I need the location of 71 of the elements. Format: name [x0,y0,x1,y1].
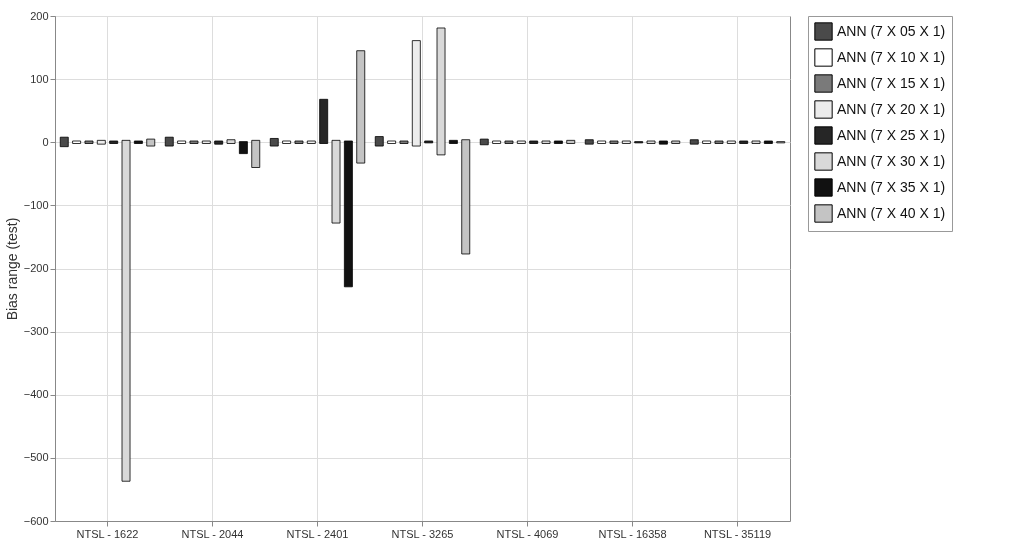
x-tick-label: NTSL - 3265 [391,527,454,540]
bar [238,141,248,155]
bar [189,140,199,144]
bar [109,140,119,144]
bar [702,140,712,144]
bar [146,138,156,147]
bar [374,136,384,147]
y-tick-label: −200 [23,262,49,274]
x-tick-label: NTSL - 1622 [76,527,139,540]
y-tick-label: 200 [30,9,49,22]
bar [621,140,631,144]
bar [387,140,397,144]
bar [294,140,304,144]
x-tick-label: NTSL - 35119 [703,527,772,540]
bar [319,98,329,144]
legend-label: ANN (7 X 20 X 1) [837,100,946,117]
bar [671,140,681,144]
y-axis-title: Bias range (test) [3,217,20,321]
y-tick-label: −600 [23,514,49,527]
y-tick-label: −100 [23,198,49,211]
bar [658,140,668,145]
bar [566,139,576,144]
legend-label: ANN (7 X 25 X 1) [837,126,946,143]
bar [343,140,353,288]
bar [516,140,526,144]
bar [72,140,82,144]
bar [529,140,539,144]
y-tick-label: −300 [23,325,49,338]
bar [584,139,594,145]
y-tick-label: −500 [23,451,49,464]
legend-label: ANN (7 X 40 X 1) [837,204,946,221]
bar [504,140,514,144]
bar [356,50,366,164]
bar [411,40,421,147]
bar [164,136,174,147]
x-tick-label: NTSL - 4069 [496,527,559,540]
bar [133,140,143,144]
bar [597,140,607,144]
bar [492,140,502,144]
legend-label: ANN (7 X 30 X 1) [837,152,946,169]
bar [214,140,224,145]
bar [306,140,316,144]
bar [714,140,724,144]
bar [763,140,773,144]
bar [739,140,749,144]
bar [689,139,699,145]
bar [553,140,563,144]
bar [59,136,69,148]
x-tick-label: NTSL - 16358 [598,527,667,540]
bar [177,140,187,144]
bar [609,140,619,144]
x-tick-label: NTSL - 2044 [181,527,244,540]
y-tick-label: 100 [30,72,49,85]
legend-label: ANN (7 X 15 X 1) [837,74,946,91]
x-tick-label: NTSL - 2401 [286,527,349,540]
bar [251,139,261,168]
bar [726,140,736,144]
legend-label: ANN (7 X 05 X 1) [837,22,946,39]
y-tick-label: −400 [23,388,49,401]
bar [448,139,458,144]
bar [269,138,279,147]
legend-label: ANN (7 X 35 X 1) [837,178,946,195]
bar [84,140,94,144]
y-tick-label: 0 [42,135,49,148]
bar [461,139,471,255]
bar [96,139,106,145]
bar [201,140,211,144]
legend-label: ANN (7 X 10 X 1) [837,48,946,65]
bar [282,140,292,144]
bar [479,138,489,146]
bar [399,140,409,144]
